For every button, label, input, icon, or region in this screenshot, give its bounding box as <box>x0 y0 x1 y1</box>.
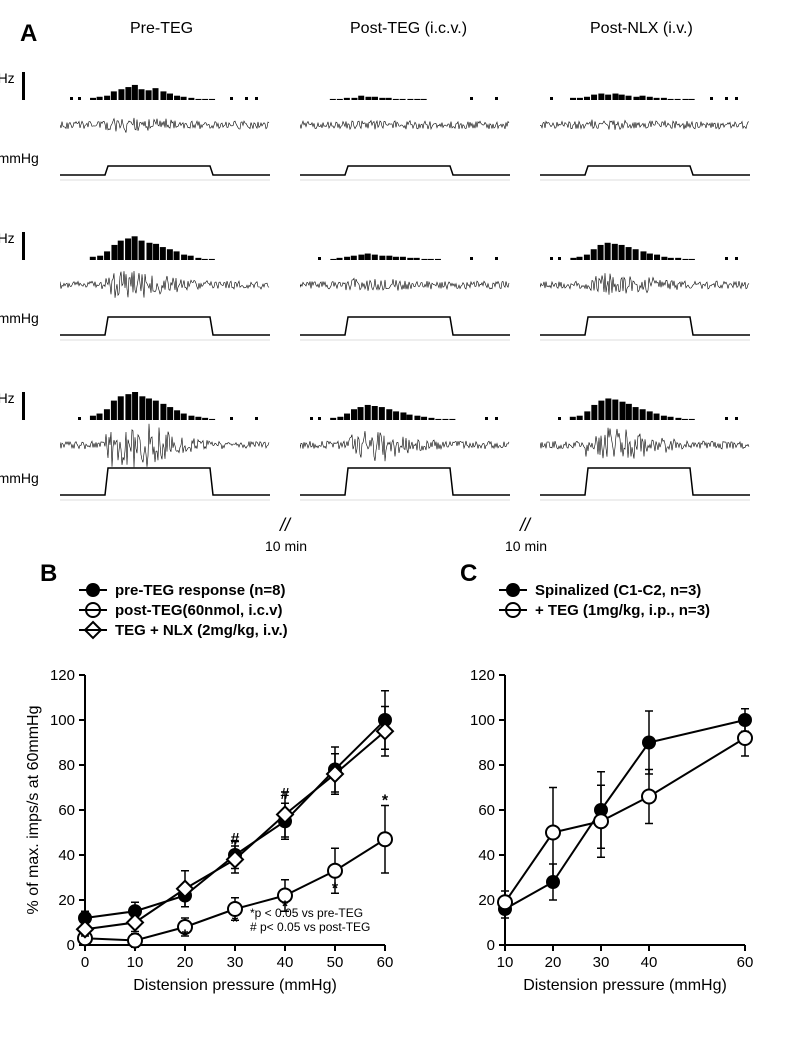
trace-cell <box>300 50 510 190</box>
trace-cell <box>300 210 510 350</box>
svg-text:120: 120 <box>50 667 75 684</box>
svg-text:% of max. imps/s at 60mmHg: % of max. imps/s at 60mmHg <box>25 706 42 915</box>
svg-text:Distension pressure (mmHg): Distension pressure (mmHg) <box>523 977 727 994</box>
panel-a: A Pre-TEG Post-TEG (i.c.v.) Post-NLX (i.… <box>20 20 774 560</box>
svg-text:0: 0 <box>81 954 89 971</box>
svg-text:80: 80 <box>58 757 75 774</box>
svg-text:30: 30 <box>593 954 610 971</box>
figure: A Pre-TEG Post-TEG (i.c.v.) Post-NLX (i.… <box>20 20 774 1000</box>
trace-row: 20Hz40mmHg <box>60 210 760 360</box>
tenmin-2: 10 min <box>505 538 547 554</box>
svg-text:0: 0 <box>67 937 75 954</box>
trace-row: 20Hz60mmHg <box>60 370 760 520</box>
panel-a-label: A <box>20 20 37 48</box>
panel-bc-row: B pre-TEG response (n=8)post-TEG(60nmol,… <box>20 570 774 1000</box>
time-break-2: // <box>520 515 530 536</box>
scale-hz-label: 20Hz <box>0 70 15 86</box>
tenmin-1: 10 min <box>265 538 307 554</box>
pressure-label: 20mmHg <box>0 150 39 166</box>
svg-text:40: 40 <box>58 847 75 864</box>
svg-text:40: 40 <box>478 847 495 864</box>
svg-text:*: * <box>232 914 239 931</box>
chart-b-svg: pre-TEG response (n=8) post-TEG(60nmol, i… <box>20 570 400 1000</box>
trace-cell <box>60 370 270 510</box>
svg-text:*: * <box>182 928 189 945</box>
svg-text:+ TEG (1mg/kg, i.p., n=3): + TEG (1mg/kg, i.p., n=3) <box>535 602 710 619</box>
svg-text:#: # <box>231 831 240 848</box>
svg-text:60: 60 <box>58 802 75 819</box>
col-header-0: Pre-TEG <box>130 20 193 38</box>
pressure-label: 40mmHg <box>0 310 39 326</box>
scale-hz-label: 20Hz <box>0 390 15 406</box>
trace-cell <box>540 370 750 510</box>
svg-text:TEG + NLX (2mg/kg, i.v.): TEG + NLX (2mg/kg, i.v.) <box>115 622 288 639</box>
svg-text:30: 30 <box>227 954 244 971</box>
panel-b: B pre-TEG response (n=8)post-TEG(60nmol,… <box>20 570 400 1000</box>
svg-text:40: 40 <box>641 954 658 971</box>
svg-text:60: 60 <box>737 954 754 971</box>
trace-row: 20Hz20mmHg <box>60 50 760 200</box>
svg-text:20: 20 <box>478 892 495 909</box>
trace-cell <box>540 50 750 190</box>
scale-hz-label: 20Hz <box>0 230 15 246</box>
panel-b-label: B <box>40 560 57 588</box>
panel-c-label: C <box>460 560 477 588</box>
trace-cell <box>540 210 750 350</box>
svg-text:50: 50 <box>327 954 344 971</box>
svg-text:20: 20 <box>58 892 75 909</box>
svg-text:#: # <box>281 786 290 803</box>
svg-text:Distension pressure (mmHg): Distension pressure (mmHg) <box>133 977 337 994</box>
chart-c-svg: Spinalized (C1-C2, n=3) + TEG (1mg/kg, i.… <box>440 570 760 1000</box>
svg-text:20: 20 <box>545 954 562 971</box>
svg-text:120: 120 <box>470 667 495 684</box>
trace-cell <box>300 370 510 510</box>
trace-cell <box>60 50 270 190</box>
svg-text:10: 10 <box>497 954 514 971</box>
panel-c: C Spinalized (C1-C2, n=3)+ TEG (1mg/kg, … <box>440 570 760 1000</box>
svg-text:100: 100 <box>50 712 75 729</box>
svg-text:0: 0 <box>487 937 495 954</box>
svg-text:# p< 0.05 vs post-TEG: # p< 0.05 vs post-TEG <box>250 920 370 934</box>
svg-text:post-TEG(60nmol, i.c.v): post-TEG(60nmol, i.c.v) <box>115 602 283 619</box>
svg-text:20: 20 <box>177 954 194 971</box>
svg-text:40: 40 <box>277 954 294 971</box>
svg-text:100: 100 <box>470 712 495 729</box>
col-header-1: Post-TEG (i.c.v.) <box>350 20 467 38</box>
pressure-label: 60mmHg <box>0 470 39 486</box>
svg-text:60: 60 <box>478 802 495 819</box>
col-header-2: Post-NLX (i.v.) <box>590 20 693 38</box>
trace-cell <box>60 210 270 350</box>
svg-text:*p < 0.05 vs pre-TEG: *p < 0.05 vs pre-TEG <box>250 906 363 920</box>
time-break-1: // <box>280 515 290 536</box>
svg-text:*: * <box>332 880 339 897</box>
svg-text:Spinalized (C1-C2, n=3): Spinalized (C1-C2, n=3) <box>535 582 701 599</box>
svg-text:60: 60 <box>377 954 394 971</box>
svg-text:80: 80 <box>478 757 495 774</box>
svg-text:10: 10 <box>127 954 144 971</box>
svg-text:pre-TEG response (n=8): pre-TEG response (n=8) <box>115 582 285 599</box>
svg-text:*: * <box>382 793 389 810</box>
